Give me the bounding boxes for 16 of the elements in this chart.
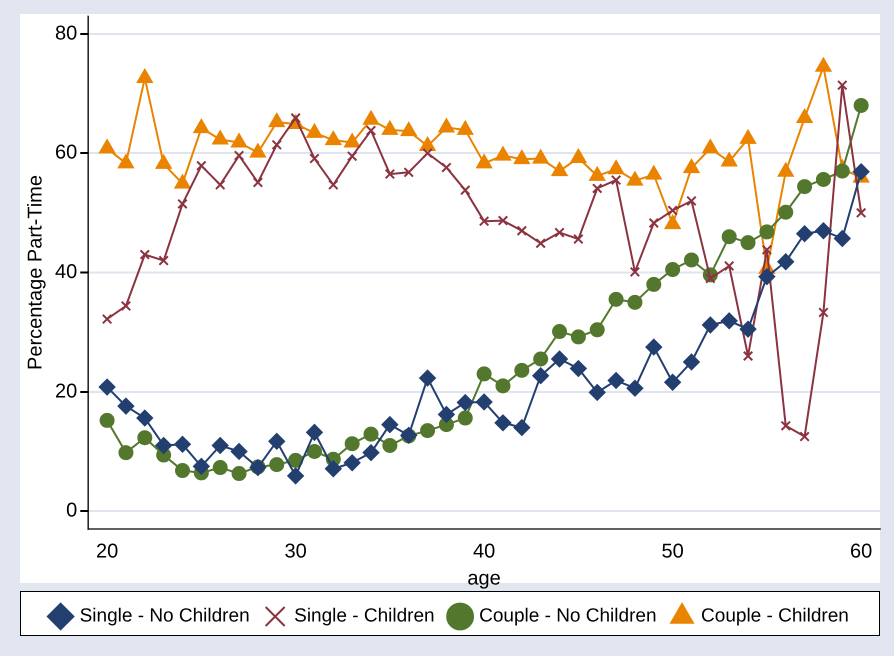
legend-label: Single - No Children	[80, 606, 250, 627]
y-tick-label: 0	[66, 500, 78, 522]
y-axis-title: Percentage Part-Time	[24, 175, 47, 370]
x-tick-label: 30	[284, 540, 307, 563]
legend-label: Single - Children	[294, 606, 435, 627]
x-tick-label: 20	[96, 540, 118, 563]
x-tick-label: 60	[850, 540, 872, 563]
legend-label: Couple - No Children	[479, 606, 657, 627]
y-tick-label: 40	[54, 261, 78, 284]
y-tick-label: 80	[54, 22, 78, 44]
y-tick-label: 20	[54, 380, 78, 402]
y-tick-label: 60	[54, 142, 78, 164]
x-axis-title: age	[467, 568, 501, 590]
x-tick-label: 40	[473, 540, 496, 563]
x-tick-label: 50	[662, 540, 684, 563]
legend-label: Couple - Children	[701, 606, 849, 627]
